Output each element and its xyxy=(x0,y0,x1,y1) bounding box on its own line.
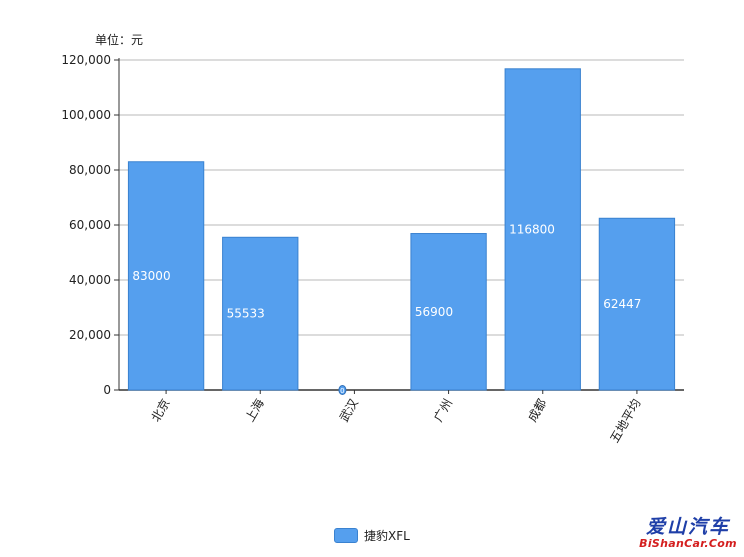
y-tick-label: 0 xyxy=(103,383,111,397)
legend-label: 捷豹XFL xyxy=(364,529,410,543)
x-tick-label: 广州 xyxy=(431,397,455,425)
x-tick-label: 成都 xyxy=(525,397,549,425)
legend[interactable]: 捷豹XFL xyxy=(334,527,410,544)
watermark-en: BiShanCar.Com xyxy=(639,537,737,550)
zero-bar-point xyxy=(338,385,347,395)
legend-swatch xyxy=(334,528,358,543)
watermark-logo: 爱山汽车 BiShanCar.Com xyxy=(633,512,743,550)
x-tick-label: 北京 xyxy=(149,397,173,425)
x-tick-label: 五地平均 xyxy=(607,397,643,446)
bar xyxy=(410,233,487,391)
y-tick-label: 100,000 xyxy=(61,108,111,122)
x-tick-label: 武汉 xyxy=(337,397,361,425)
zero-value-marker: 0 xyxy=(338,385,347,395)
y-tick-label: 40,000 xyxy=(69,273,111,287)
x-tick-label: 上海 xyxy=(242,396,267,424)
data-label: 62447 xyxy=(603,297,641,311)
y-tick-label: 120,000 xyxy=(61,53,111,67)
data-label: 55533 xyxy=(227,307,265,321)
y-tick-label: 20,000 xyxy=(69,328,111,342)
y-tick-label: 80,000 xyxy=(69,163,111,177)
data-label: 116800 xyxy=(509,222,555,236)
data-label: 56900 xyxy=(415,305,453,319)
bar xyxy=(127,161,205,391)
unit-label: 单位：元 xyxy=(95,33,144,47)
data-label: 83000 xyxy=(132,269,170,283)
bar xyxy=(504,68,581,391)
y-tick-label: 60,000 xyxy=(69,218,111,232)
bar xyxy=(598,217,676,391)
data-label: 0 xyxy=(340,387,344,395)
watermark-cn: 爱山汽车 xyxy=(645,516,730,538)
